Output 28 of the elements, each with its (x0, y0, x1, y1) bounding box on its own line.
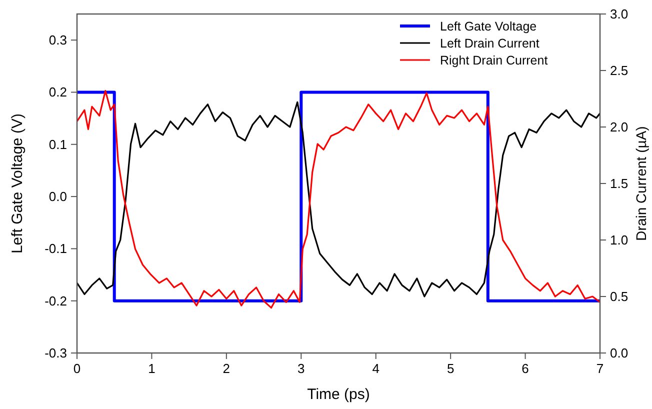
x-axis-title: Time (ps) (307, 386, 370, 403)
y-tick-label: 0.1 (48, 136, 67, 152)
y2-tick-label: 2.0 (610, 120, 628, 134)
x-tick-label: 3 (298, 361, 305, 376)
x-tick-label: 4 (372, 361, 380, 376)
legend-label: Left Drain Current (440, 36, 540, 50)
x-tick-label: 6 (522, 361, 529, 376)
legend-label: Left Gate Voltage (440, 20, 537, 34)
y2-tick-label: 3.0 (610, 6, 628, 22)
legend-label: Right Drain Current (440, 54, 548, 68)
y-tick-label: 0.3 (48, 32, 67, 48)
y2-tick-label: 1.5 (610, 176, 628, 191)
x-tick-label: 5 (446, 361, 454, 376)
y-axis-title: Left Gate Voltage (V) (9, 113, 26, 254)
y-tick-label: -0.3 (44, 346, 67, 360)
y2-tick-label: 0.5 (610, 289, 628, 304)
y-tick-label: 0.0 (48, 189, 67, 204)
y2-tick-label: 1.0 (610, 232, 628, 248)
x-tick-label: 0 (73, 361, 81, 376)
y2-axis-title: Drain Current (µA) (633, 126, 649, 241)
x-tick-label: 2 (222, 361, 230, 376)
y2-tick-label: 0.0 (610, 346, 628, 360)
y2-tick-label: 2.5 (610, 63, 628, 78)
y-tick-label: -0.2 (44, 293, 67, 308)
y-tick-label: 0.2 (48, 84, 67, 100)
x-tick-label: 1 (148, 361, 156, 376)
y-tick-label: -0.1 (44, 241, 67, 256)
x-tick-label: 7 (596, 361, 604, 376)
